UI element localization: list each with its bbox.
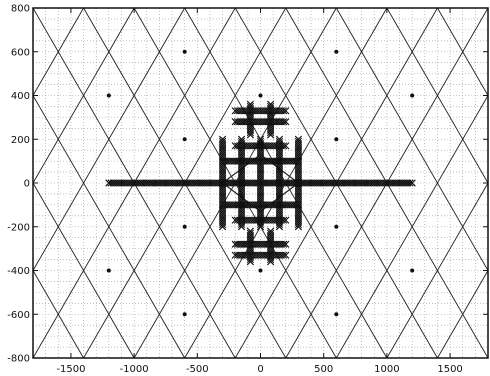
cross-marker [218,135,227,143]
cross-marker [246,100,254,108]
cross-marker [237,137,246,146]
x-tick-label: -1500 [56,364,85,375]
cross-marker [282,118,290,126]
cross-marker [246,255,254,264]
y-tick-label: 200 [11,135,30,146]
marker-band [237,135,246,231]
x-tick-label: 1000 [374,364,399,375]
diagonal-line [234,7,438,359]
marker-band [246,227,254,266]
y-tick-label: -600 [7,310,30,321]
cross-marker [246,258,254,266]
marker-band [275,135,284,231]
cross-marker [282,216,290,224]
y-axis-ticks: -800 -600 -400 -200 0 200 400 600 800 [7,4,488,365]
cross-marker [267,258,275,266]
cross-marker [406,179,414,187]
data-point [410,268,415,273]
y-tick-label: -400 [7,266,30,277]
cross-marker [294,135,303,143]
diagonal-lines [32,7,489,359]
x-tick-label: 500 [314,364,333,375]
data-point [182,312,187,317]
cross-marker [282,107,290,115]
data-point [258,93,263,98]
diagonal-line [335,7,489,271]
cross-marker [279,240,288,248]
diagonal-line [285,7,489,359]
y-tick-label: 600 [11,47,30,58]
cross-marker [282,240,290,248]
data-point [258,268,263,273]
cross-marker [279,251,288,259]
diagonal-line [133,7,337,359]
cross-marker [275,137,284,146]
cross-marker [246,102,254,111]
data-point [410,93,415,98]
cross-marker [279,107,288,115]
x-tick-label: -500 [186,364,209,375]
data-point [182,49,187,54]
cross-marker [267,102,275,111]
diagonal-line [83,7,287,359]
cross-marker [256,135,265,143]
y-tick-label: -200 [7,222,30,233]
data-point [182,224,187,229]
marker-band [246,100,254,139]
diagonal-line [32,182,135,359]
cross-marker [267,100,275,108]
cross-marker [279,118,288,126]
y-tick-label: -800 [7,354,30,365]
marker-band [294,135,303,231]
cross-marker [237,135,246,143]
data-point [334,137,339,142]
x-tick-label: 1500 [437,364,462,375]
cross-marker [408,179,416,187]
cross-marker [294,137,303,146]
cross-marker [282,251,290,259]
marker-band [267,227,275,266]
marker-band [218,135,227,231]
data-point [334,224,339,229]
y-tick-label: 800 [11,4,30,15]
cross-marker [256,137,265,146]
x-axis-ticks: -1500 -1000 -500 0 500 1000 1500 [56,8,463,375]
data-points [106,49,415,317]
data-point [182,137,187,142]
diagonal-line [184,7,388,359]
data-point [334,312,339,317]
diagonal-line [386,7,489,184]
diagonal-line [437,7,489,96]
diagonal-line [32,95,186,359]
x-tick-label: 0 [257,364,263,375]
data-point [334,49,339,54]
cross-marker [267,255,275,264]
diagonal-line [32,270,84,359]
cross-markers [105,100,416,266]
y-tick-label: 0 [24,179,30,190]
marker-band [105,179,416,187]
cross-marker [282,142,290,150]
x-tick-label: -1000 [120,364,149,375]
diagonal-line [32,7,236,359]
marker-band [267,100,275,139]
cross-marker [275,135,284,143]
marker-band [218,201,303,209]
cross-marker [218,137,227,146]
data-point [106,93,111,98]
y-tick-label: 400 [11,91,30,102]
data-point [106,268,111,273]
marker-band [256,135,265,231]
